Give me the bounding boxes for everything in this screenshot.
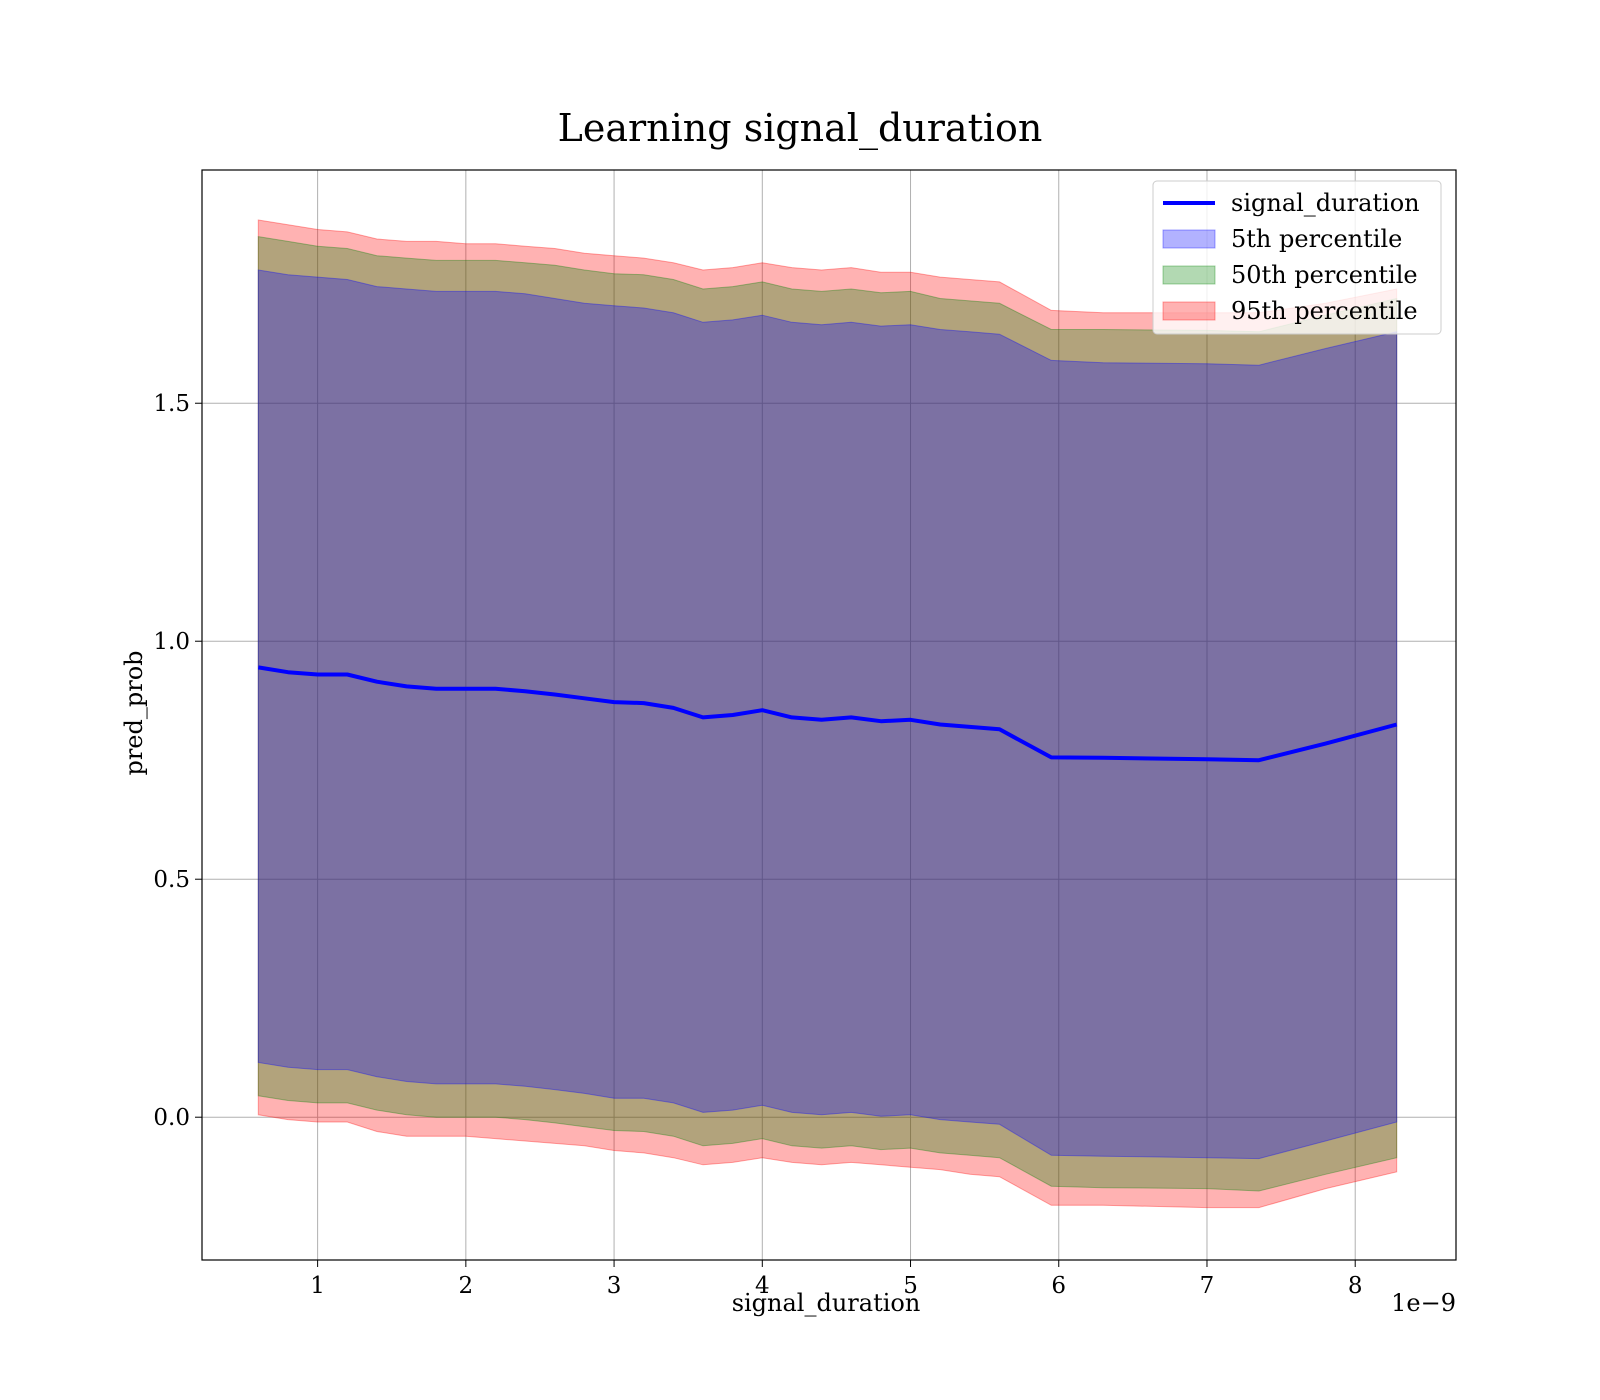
series-line-signal-duration: [257, 665, 1398, 763]
legend-item: signal_duration: [1163, 189, 1420, 217]
x-tick-label: 7: [1200, 1273, 1215, 1299]
legend-patch-swatch: [1162, 265, 1216, 285]
legend-patch-swatch: [1162, 229, 1216, 249]
chart-title: Learning signal_duration: [558, 106, 1043, 151]
x-tick-label: 3: [607, 1273, 622, 1299]
x-tick-label: 5: [903, 1273, 918, 1299]
legend-label: 95th percentile: [1231, 297, 1418, 325]
y-tick-label: 0.5: [153, 867, 190, 893]
x-tick-label: 6: [1051, 1273, 1066, 1299]
band-50th-percentile: [257, 236, 1398, 1192]
x-axis-offset: 1e−9: [1391, 1289, 1456, 1317]
y-tick-label: 1.0: [153, 629, 190, 655]
legend-box: [1152, 180, 1442, 335]
legend-item: 5th percentile: [1162, 225, 1402, 253]
x-axis-label: signal_duration: [732, 1289, 921, 1317]
x-tick-label: 1: [310, 1273, 325, 1299]
y-tick-label: 1.5: [153, 391, 190, 417]
band-5th-percentile: [257, 269, 1398, 1160]
plot-frame: [201, 169, 1457, 1261]
x-tick-label: 8: [1348, 1273, 1363, 1299]
band-95th-percentile: [257, 219, 1398, 1209]
x-axis-ticks: 1 2 3 4 5 6 7 8: [310, 1260, 1363, 1299]
y-tick-label: 0.0: [153, 1105, 190, 1131]
series-lines: [257, 665, 1398, 763]
legend-item: 95th percentile: [1162, 297, 1418, 325]
legend-label: 5th percentile: [1231, 225, 1402, 253]
legend-label: signal_duration: [1231, 189, 1420, 217]
legend-patch-swatch: [1162, 301, 1216, 321]
y-axis-ticks: 0.0 0.5 1.0 1.5: [153, 391, 202, 1131]
grid: [202, 170, 1456, 1260]
y-axis-label: pred_prob: [120, 650, 148, 775]
legend-label: 50th percentile: [1231, 261, 1418, 289]
legend-item: 50th percentile: [1162, 261, 1418, 289]
x-tick-label: 2: [459, 1273, 474, 1299]
x-tick-label: 4: [755, 1273, 770, 1299]
legend: signal_duration 5th percentile 50th percen…: [1152, 180, 1442, 335]
percentile-bands: [257, 219, 1398, 1209]
